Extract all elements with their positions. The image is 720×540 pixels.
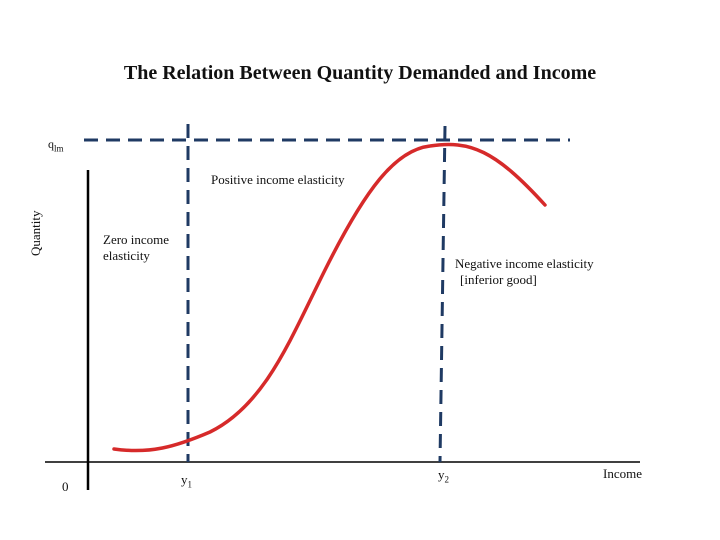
origin-label: 0	[62, 479, 69, 494]
demand-curve	[112, 142, 547, 453]
zero-elasticity-label: Zero income elasticity	[103, 232, 170, 263]
y2-guide-line	[438, 125, 447, 463]
y2-tick-label: y2	[438, 467, 449, 485]
chart-title: The Relation Between Quantity Demanded a…	[123, 62, 597, 84]
qm-label: qlm	[48, 137, 64, 154]
x-axis-label: Income	[603, 466, 642, 481]
y-axis-label: Quantity	[28, 210, 43, 257]
negative-elasticity-label: Negative income elasticity [inferior goo…	[455, 256, 594, 287]
positive-elasticity-label: Positive income elasticity	[211, 172, 345, 187]
y1-tick-label: y1	[181, 472, 192, 490]
